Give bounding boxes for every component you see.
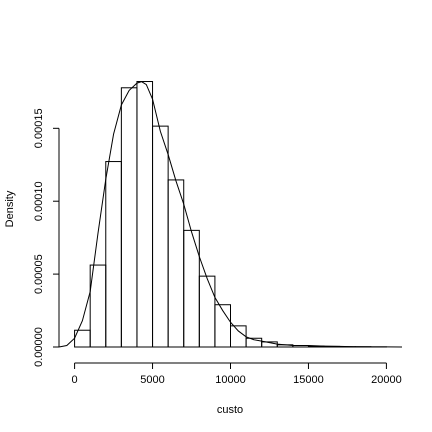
histogram-bar (198, 275, 216, 348)
y-tick-label: 0.00010 (33, 181, 45, 221)
x-axis: 0 5000 10000 15000 20000 (72, 362, 402, 386)
x-tick-label: 5000 (140, 374, 164, 386)
y-tick-label: 0.00015 (33, 108, 45, 148)
x-tick-label: 10000 (215, 374, 246, 386)
x-axis-title: custo (217, 404, 243, 416)
histogram-bar (230, 325, 247, 348)
y-axis: 0.00000 0.00005 0.00010 0.00015 (33, 108, 60, 367)
histogram-bar (167, 179, 185, 348)
y-axis-title: Density (4, 190, 16, 227)
histogram-bar (136, 81, 154, 348)
density-curve (58, 81, 403, 348)
x-tick-label: 20000 (371, 374, 402, 386)
x-tick-label: 15000 (293, 374, 324, 386)
x-tick-label: 0 (72, 374, 78, 386)
histogram-bar (120, 87, 138, 348)
histogram-bar (105, 161, 122, 348)
y-tick-label: 0.00005 (33, 254, 45, 294)
histogram-bar (152, 125, 169, 348)
y-tick-label: 0.00000 (33, 327, 45, 367)
histogram-bars (74, 81, 387, 348)
